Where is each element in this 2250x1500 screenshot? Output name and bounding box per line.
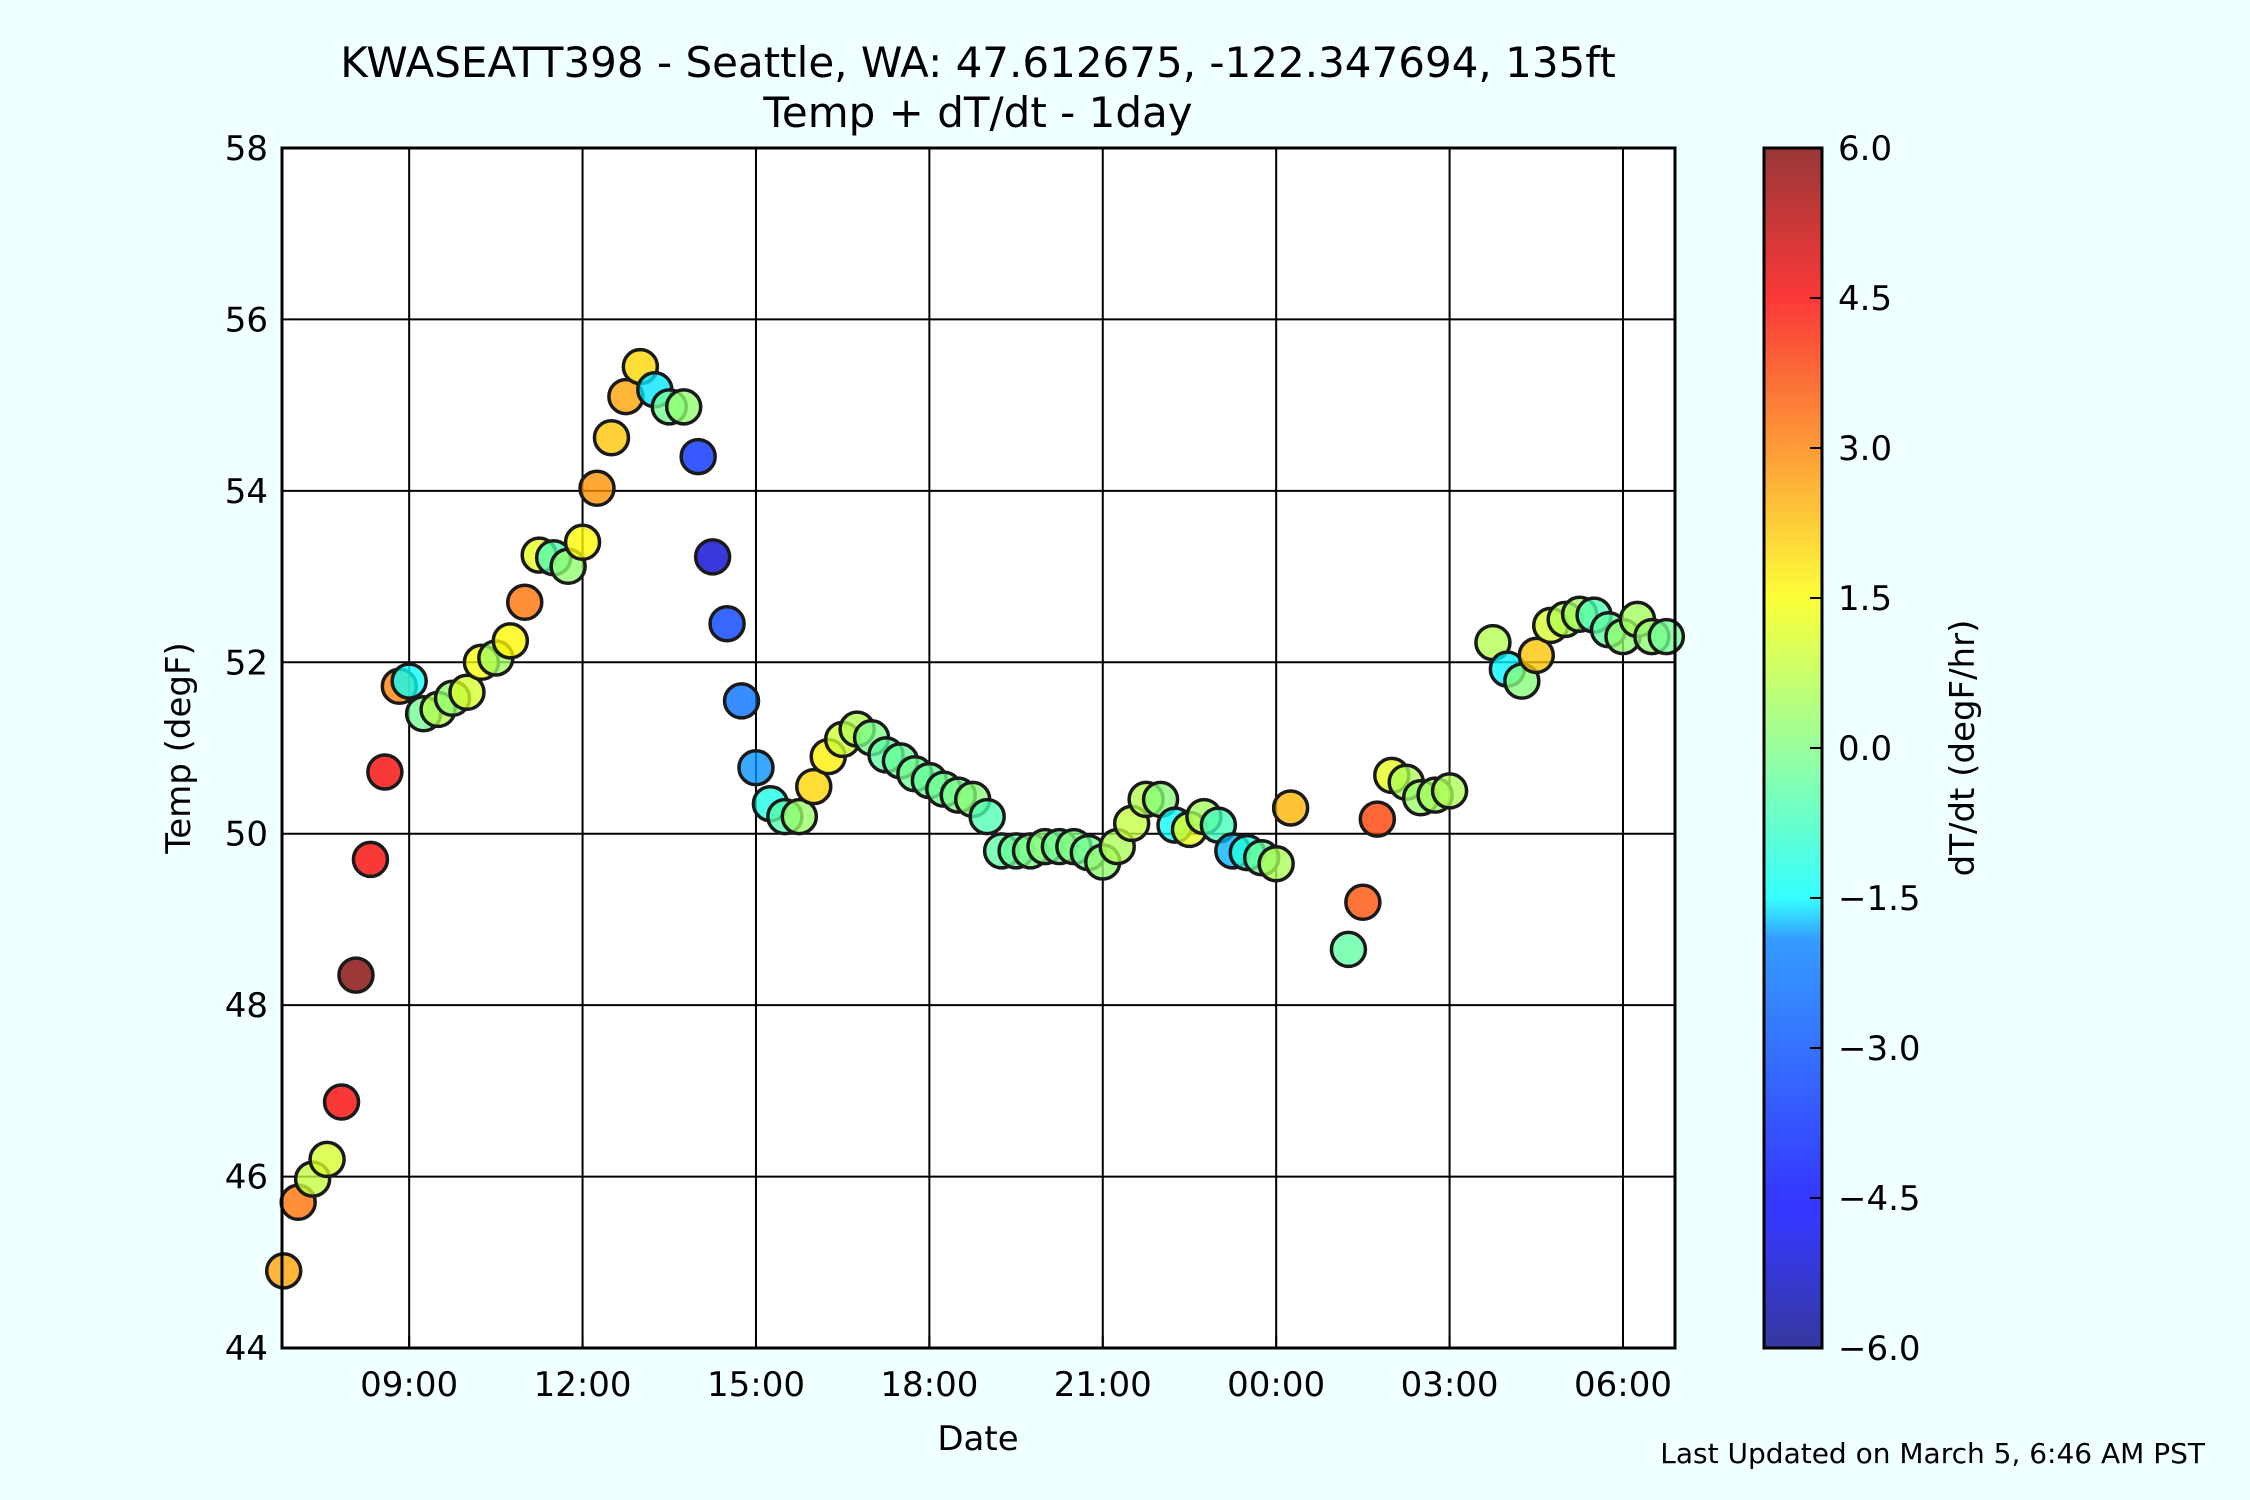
data-point <box>679 437 717 476</box>
data-points <box>264 347 1686 1290</box>
x-tick-label: 00:00 <box>1227 1365 1325 1405</box>
data-point <box>1430 772 1469 810</box>
data-point <box>1358 800 1397 838</box>
data-point <box>1517 636 1556 675</box>
plot-frame <box>280 146 1677 1350</box>
x-tick-label: 15:00 <box>707 1365 805 1405</box>
data-point <box>1271 789 1310 827</box>
data-point <box>592 418 631 457</box>
y-tick-label: 52 <box>225 643 268 683</box>
data-point <box>1257 844 1295 883</box>
plot-area <box>282 148 1675 1348</box>
x-tick-label: 12:00 <box>534 1365 632 1405</box>
axis-ticks: 09:00 12:00 15:00 18:00 21:00 00:00 03:00 06:00… <box>225 129 1672 1405</box>
y-axis-label: Temp (degF) <box>159 642 199 855</box>
colorbar-label: dT/dt (degF/hr) <box>1943 620 1983 877</box>
data-point <box>664 388 703 426</box>
x-tick-label: 09:00 <box>360 1365 458 1405</box>
colorbar-tick-label: 0.0 <box>1838 729 1892 769</box>
data-point <box>322 1083 361 1121</box>
data-point <box>708 604 746 643</box>
data-point <box>506 583 544 622</box>
y-tick-label: 56 <box>225 300 268 340</box>
data-point <box>1344 883 1382 922</box>
x-tick-label: 06:00 <box>1574 1365 1672 1405</box>
colorbar-ticks: 6.0 4.5 3.0 1.5 0.0 −1.5 −3.0 −4.5 −6.0 <box>1810 129 1921 1369</box>
data-point <box>448 673 486 712</box>
x-tick-label: 21:00 <box>1054 1365 1152 1405</box>
data-point <box>737 748 775 787</box>
data-point <box>563 523 602 562</box>
colorbar-tick-label: −3.0 <box>1838 1029 1921 1069</box>
y-tick-label: 54 <box>225 472 268 512</box>
y-tick-label: 50 <box>225 815 268 855</box>
chart-title: KWASEATT398 - Seattle, WA: 47.612675, -1… <box>340 38 1616 87</box>
chart-subtitle: Temp + dT/dt - 1day <box>762 88 1192 137</box>
data-point <box>1647 617 1686 656</box>
data-point <box>264 1252 303 1290</box>
colorbar-tick-label: −4.5 <box>1838 1179 1921 1219</box>
y-tick-label: 44 <box>225 1329 268 1369</box>
data-point <box>390 662 428 700</box>
data-point <box>780 797 819 836</box>
data-point <box>337 956 375 994</box>
data-point <box>366 753 404 791</box>
x-axis-label: Date <box>937 1419 1018 1459</box>
data-point <box>308 1140 346 1179</box>
colorbar-tick-label: −1.5 <box>1838 879 1921 919</box>
last-updated-text: Last Updated on March 5, 6:46 AM PST <box>1660 1437 2206 1470</box>
data-point <box>795 767 833 806</box>
colorbar-tick-label: 1.5 <box>1838 579 1892 619</box>
x-tick-label: 18:00 <box>880 1365 978 1405</box>
data-point <box>578 469 616 508</box>
y-tick-label: 58 <box>225 129 268 169</box>
colorbar-tick-label: 6.0 <box>1838 129 1892 169</box>
colorbar-tick-label: 3.0 <box>1838 429 1892 469</box>
data-point <box>351 840 390 879</box>
data-point <box>968 797 1006 836</box>
y-tick-label: 46 <box>225 1158 268 1198</box>
colorbar-tick-label: 4.5 <box>1838 279 1892 319</box>
data-point <box>1329 930 1368 969</box>
grid <box>282 147 1675 1349</box>
data-point <box>491 622 530 660</box>
y-tick-label: 48 <box>225 986 268 1026</box>
x-tick-label: 03:00 <box>1401 1365 1499 1405</box>
data-point <box>693 538 732 576</box>
data-point <box>722 682 761 720</box>
colorbar-tick-label: −6.0 <box>1838 1329 1921 1369</box>
